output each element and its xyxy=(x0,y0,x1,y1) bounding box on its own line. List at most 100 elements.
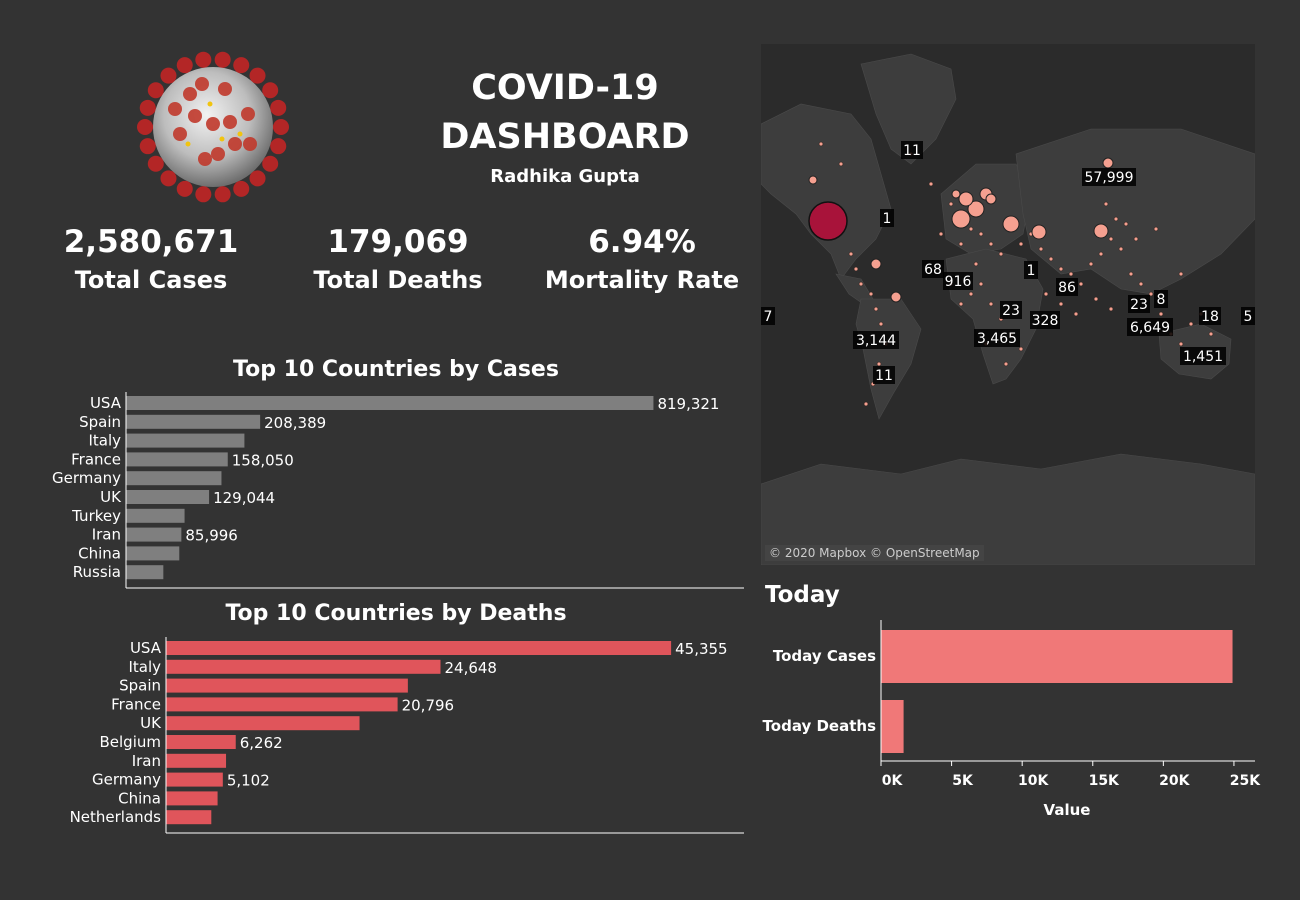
cases-bar-italy[interactable] xyxy=(126,433,245,448)
map-data-point[interactable] xyxy=(863,401,869,407)
map-country-bubble[interactable] xyxy=(890,291,902,303)
map-country-bubble[interactable] xyxy=(808,175,818,185)
map-data-point[interactable] xyxy=(1188,321,1194,327)
map-data-point[interactable] xyxy=(818,141,824,147)
map-data-point[interactable] xyxy=(1158,311,1164,317)
cases-bar-iran[interactable] xyxy=(126,527,182,542)
map-label-box xyxy=(1241,307,1255,325)
map-data-point[interactable] xyxy=(868,291,874,297)
map-data-point[interactable] xyxy=(1153,226,1159,232)
map-country-bubble[interactable] xyxy=(870,258,882,270)
map-data-point[interactable] xyxy=(878,321,884,327)
map-country-bubble[interactable] xyxy=(958,191,974,207)
map-data-point[interactable] xyxy=(1018,346,1024,352)
today-bar-today-cases[interactable] xyxy=(881,630,1233,683)
map-value-label: 23 xyxy=(1128,295,1150,313)
map-data-point[interactable] xyxy=(1113,216,1119,222)
map-country-bubble[interactable] xyxy=(1102,157,1114,169)
deaths-bar-netherlands[interactable] xyxy=(166,810,212,825)
cases-bar-russia[interactable] xyxy=(126,565,164,580)
map-value-label: 8 xyxy=(1154,290,1168,308)
cases-bar-germany[interactable] xyxy=(126,471,222,486)
map-attribution[interactable]: © 2020 Mapbox © OpenStreetMap xyxy=(765,545,984,561)
world-map[interactable]: 11 57,999 1 68 916 1 86 23 8 7 3,144 23 328 6,649 18 5 3… xyxy=(761,44,1255,565)
deaths-bar-uk[interactable] xyxy=(166,716,360,731)
map-country-bubble[interactable] xyxy=(985,193,997,205)
deaths-bar-france[interactable] xyxy=(166,697,398,712)
map-data-point[interactable] xyxy=(858,281,864,287)
map-country-bubble[interactable] xyxy=(1031,224,1047,240)
map-value-label: 1,451 xyxy=(1180,347,1226,365)
map-data-point[interactable] xyxy=(1048,256,1054,262)
map-data-point[interactable] xyxy=(978,231,984,237)
map-data-point[interactable] xyxy=(1043,291,1049,297)
total-deaths-value: 179,069 xyxy=(327,224,469,260)
map-data-point[interactable] xyxy=(1073,311,1079,317)
map-data-point[interactable] xyxy=(928,181,934,187)
map-country-bubble[interactable] xyxy=(951,209,971,229)
deaths-bar-spain[interactable] xyxy=(166,678,408,693)
map-country-bubble[interactable] xyxy=(1093,223,1109,239)
cases-category-label: France xyxy=(71,450,121,468)
map-data-point[interactable] xyxy=(968,291,974,297)
map-data-point[interactable] xyxy=(1018,241,1024,247)
map-data-point[interactable] xyxy=(876,361,882,367)
map-data-point[interactable] xyxy=(958,241,964,247)
map-data-point[interactable] xyxy=(838,161,844,167)
deaths-bar-usa[interactable] xyxy=(166,641,672,655)
map-data-point[interactable] xyxy=(1058,266,1064,272)
today-category-label: Today Deaths xyxy=(763,717,877,735)
map-country-bubble[interactable] xyxy=(1002,215,1020,233)
cases-bar-turkey[interactable] xyxy=(126,508,185,523)
map-data-point[interactable] xyxy=(988,241,994,247)
map-data-point[interactable] xyxy=(1133,236,1139,242)
map-data-point[interactable] xyxy=(1103,201,1109,207)
cases-bar-spain[interactable] xyxy=(126,414,261,429)
map-data-point[interactable] xyxy=(1068,271,1074,277)
map-country-bubble[interactable] xyxy=(967,200,985,218)
cases-bar-uk[interactable] xyxy=(126,490,210,504)
map-data-point[interactable] xyxy=(1108,236,1114,242)
cases-bar-usa[interactable] xyxy=(126,396,654,410)
map-country-bubble[interactable] xyxy=(951,189,961,199)
map-data-point[interactable] xyxy=(1078,281,1084,287)
map-data-point[interactable] xyxy=(1098,251,1104,257)
deaths-bar-belgium[interactable] xyxy=(166,735,236,749)
deaths-bar-china[interactable] xyxy=(166,791,218,806)
map-data-point[interactable] xyxy=(1108,306,1114,312)
map-data-point[interactable] xyxy=(948,201,954,207)
map-data-point[interactable] xyxy=(1178,271,1184,277)
map-data-point[interactable] xyxy=(968,226,974,232)
map-data-point[interactable] xyxy=(1128,271,1134,277)
map-data-point[interactable] xyxy=(978,281,984,287)
map-data-point[interactable] xyxy=(1088,261,1094,267)
map-data-point[interactable] xyxy=(1003,361,1009,367)
map-data-point[interactable] xyxy=(1123,221,1129,227)
map-data-point[interactable] xyxy=(853,266,859,272)
cases-bar-china[interactable] xyxy=(126,546,180,561)
map-data-point[interactable] xyxy=(938,231,944,237)
map-data-point[interactable] xyxy=(1178,341,1184,347)
map-data-point[interactable] xyxy=(988,301,994,307)
map-data-point[interactable] xyxy=(848,251,854,257)
map-data-point[interactable] xyxy=(1138,281,1144,287)
map-data-point[interactable] xyxy=(998,251,1004,257)
deaths-bar-iran[interactable] xyxy=(166,753,227,768)
map-value-label: 57,999 xyxy=(1082,168,1136,186)
map-label-box xyxy=(873,366,895,384)
map-data-point[interactable] xyxy=(1038,246,1044,252)
map-data-point[interactable] xyxy=(1208,331,1214,337)
map-data-point[interactable] xyxy=(958,301,964,307)
map-data-point[interactable] xyxy=(1058,301,1064,307)
deaths-bar-italy[interactable] xyxy=(166,659,441,674)
map-data-point[interactable] xyxy=(973,261,979,267)
usa-bubble[interactable] xyxy=(808,201,848,241)
map-data-point[interactable] xyxy=(1118,246,1124,252)
virus-spike-head xyxy=(147,82,164,99)
cases-bar-france[interactable] xyxy=(126,452,228,467)
map-data-point[interactable] xyxy=(1093,296,1099,302)
map-data-point[interactable] xyxy=(873,306,879,312)
today-bar-today-deaths[interactable] xyxy=(881,700,904,753)
deaths-bar-germany[interactable] xyxy=(166,772,223,787)
map-value-label: 68 xyxy=(922,260,944,278)
